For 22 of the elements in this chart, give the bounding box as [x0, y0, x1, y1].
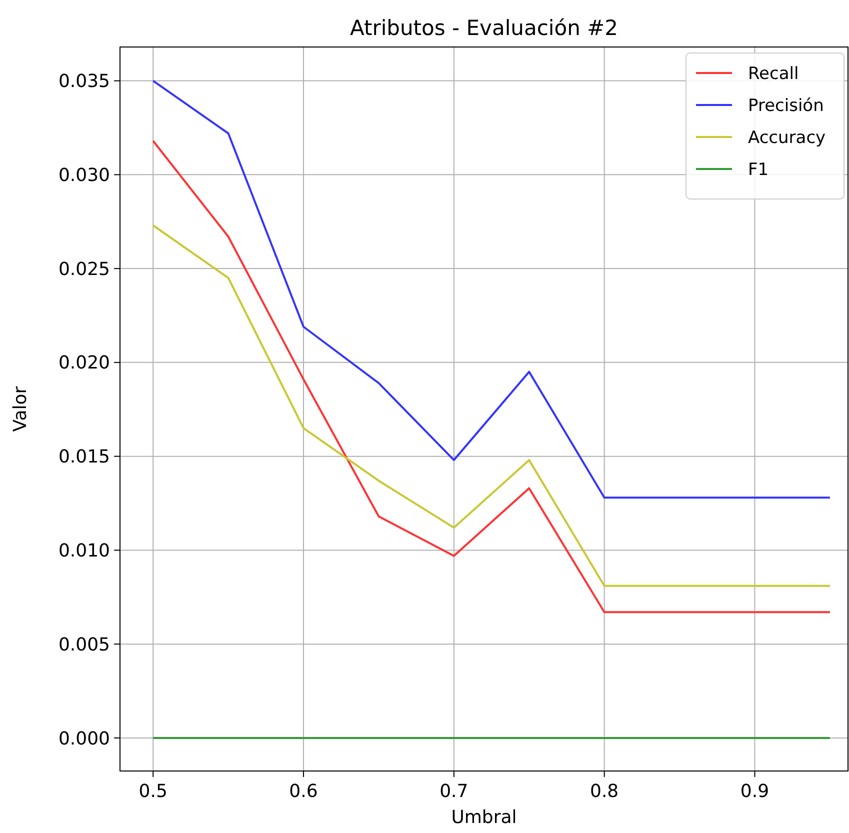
y-tick-label: 0.025 [58, 258, 110, 280]
legend-label: F1 [748, 160, 769, 180]
y-tick-label: 0.005 [58, 634, 110, 656]
y-tick-label: 0.000 [58, 728, 110, 750]
chart-title: Atributos - Evaluación #2 [350, 16, 618, 40]
x-tick-label: 0.5 [138, 781, 168, 802]
y-tick-label: 0.020 [58, 352, 110, 374]
y-tick-label: 0.010 [58, 540, 110, 562]
y-tick-label: 0.030 [58, 164, 110, 186]
legend-label: Recall [748, 64, 799, 84]
line-series [152, 224, 831, 587]
x-tick-label: 0.7 [440, 781, 468, 802]
line-series [152, 80, 831, 499]
y-axis-title: Valor [10, 386, 31, 432]
x-tick-label: 0.9 [740, 781, 770, 802]
legend-label: Accuracy [748, 128, 826, 148]
y-tick-label: 0.015 [58, 446, 110, 468]
x-axis-title: Umbral [451, 807, 517, 828]
x-tick-label: 0.8 [590, 781, 619, 802]
y-tick-label: 0.035 [58, 71, 110, 92]
legend-label: Precisión [748, 96, 824, 116]
x-tick-label: 0.6 [289, 781, 318, 802]
